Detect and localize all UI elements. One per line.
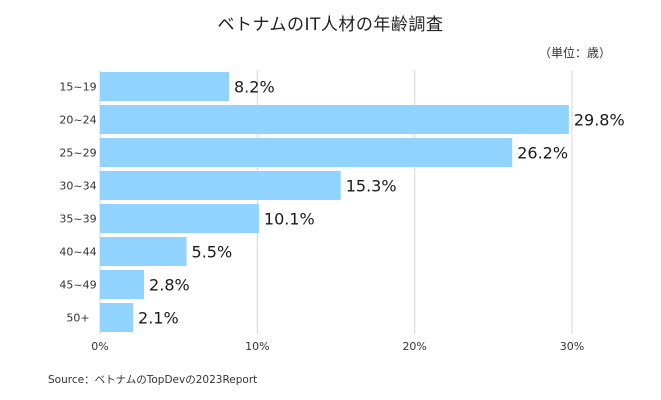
bar-20~24 [100, 105, 569, 134]
bar-35~39 [100, 204, 259, 233]
data-label-20~24: 29.8% [574, 111, 625, 130]
source-note: Source：ベトナムのTopDevの2023Report [48, 374, 258, 386]
bar-45~49 [100, 270, 145, 299]
category-label-50+: 50+ [66, 312, 89, 325]
chart-title: ベトナムのIT人材の年齢調査 [217, 15, 444, 35]
category-label-35~39: 35~39 [59, 213, 96, 226]
data-label-45~49: 2.8% [149, 276, 190, 295]
bar-25~29 [100, 138, 513, 167]
x-tick-label-20: 20% [402, 340, 426, 353]
category-label-20~24: 20~24 [59, 114, 96, 127]
category-label-30~34: 30~34 [59, 180, 96, 193]
data-label-15~19: 8.2% [234, 78, 275, 97]
bar-15~19 [100, 72, 230, 101]
x-tick-label-10: 10% [245, 340, 269, 353]
category-label-40~44: 40~44 [59, 246, 96, 259]
data-label-25~29: 26.2% [517, 144, 568, 163]
data-label-40~44: 5.5% [192, 243, 233, 262]
category-label-25~29: 25~29 [59, 147, 96, 160]
bar-50+ [100, 303, 134, 332]
unit-note: （単位：歳） [538, 46, 611, 60]
bar-30~34 [100, 171, 341, 200]
x-tick-label-0: 0% [91, 340, 108, 353]
category-label-45~49: 45~49 [59, 279, 96, 292]
x-tick-label-30: 30% [560, 340, 584, 353]
data-label-35~39: 10.1% [264, 210, 315, 229]
data-label-30~34: 15.3% [346, 177, 397, 196]
bar-40~44 [100, 237, 187, 266]
category-label-15~19: 15~19 [59, 81, 96, 94]
data-label-50+: 2.1% [138, 309, 179, 328]
